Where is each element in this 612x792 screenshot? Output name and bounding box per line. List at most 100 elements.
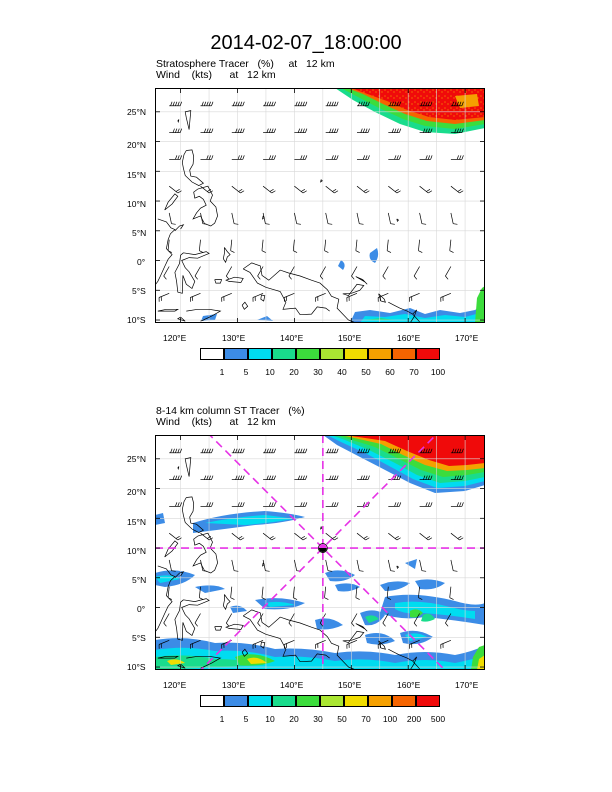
coastline-segment — [186, 655, 222, 669]
colorbar-label: 70 — [361, 714, 371, 724]
colorbar — [200, 348, 440, 360]
wind-barb — [449, 239, 454, 253]
colorbar-swatch — [344, 348, 368, 360]
colorbar-label: 40 — [337, 367, 347, 377]
colorbar-swatch — [296, 695, 320, 707]
wind-barb — [324, 239, 329, 253]
wind-barb — [167, 239, 173, 253]
page-title: 2014-02-07_18:00:00 — [210, 32, 402, 54]
wind-barb — [356, 212, 364, 225]
colorbar-swatch — [368, 695, 392, 707]
coastline-segment — [192, 185, 218, 227]
lat-label: 20°N — [127, 487, 146, 497]
colorbar-label: 30 — [313, 367, 323, 377]
lon-label: 160°E — [397, 333, 421, 343]
colorbar-label: 50 — [337, 714, 347, 724]
wind-barb — [231, 448, 245, 454]
wind-barb — [163, 613, 170, 627]
column-st-tracer-map — [155, 435, 485, 670]
wind-barb — [231, 212, 239, 225]
coastline-segment — [243, 615, 330, 663]
colorbar-label: 200 — [406, 714, 422, 724]
coastline-segment — [241, 648, 249, 657]
wind-barb — [450, 185, 464, 194]
wind-barb — [351, 613, 358, 627]
lat-label: 10°S — [127, 662, 146, 672]
coastline-segment — [155, 565, 176, 632]
wind-barb — [325, 101, 339, 107]
wind-barb — [263, 502, 276, 507]
wind-barb — [388, 502, 402, 507]
coastline-segment — [186, 308, 222, 322]
wind-barb — [355, 239, 360, 253]
wind-barb — [200, 128, 214, 133]
wind-barb — [450, 475, 464, 480]
wind-barb — [262, 532, 276, 541]
coastline-segment — [260, 294, 266, 302]
lon-label: 160°E — [397, 680, 421, 690]
colorbar-swatch — [416, 348, 440, 360]
wind-barb — [294, 101, 308, 107]
lat-label: 15°N — [127, 517, 146, 527]
coastline-segment — [174, 224, 185, 232]
wind-barb — [419, 448, 433, 454]
colorbar-label: 30 — [313, 714, 323, 724]
coastline-segment — [157, 308, 180, 312]
lat-label: 10°S — [127, 315, 146, 325]
wind-barb — [230, 239, 235, 253]
wind-barb — [351, 266, 358, 280]
tracer-band-15n — [155, 511, 305, 533]
wind-barb — [252, 292, 264, 302]
wind-barb — [158, 639, 170, 649]
coastline-segment — [174, 251, 210, 294]
wind-barb — [167, 586, 173, 600]
wind-barb — [252, 639, 264, 649]
wind-barb — [445, 266, 452, 280]
colorbar-swatch — [200, 348, 224, 360]
wind-barb — [418, 239, 423, 253]
colorbar-swatch — [392, 348, 416, 360]
coastline-segment — [242, 609, 356, 670]
lat-label: 25°N — [127, 454, 146, 464]
lon-label: 150°E — [338, 333, 362, 343]
colorbar-label: 10 — [265, 367, 275, 377]
wind-barb — [288, 266, 295, 280]
wind-barb — [450, 559, 458, 572]
coastlines — [155, 110, 420, 323]
wind-barb — [450, 532, 464, 541]
wind-barb — [200, 559, 208, 572]
colorbar-label: 20 — [289, 367, 299, 377]
wind-barb — [263, 128, 276, 133]
coastline-segment — [164, 540, 179, 558]
coastline-segment — [260, 641, 266, 649]
coastline-segment — [222, 247, 231, 264]
wind-barb — [387, 559, 395, 572]
wind-barb — [356, 532, 370, 541]
wind-barb — [168, 532, 182, 541]
wind-barb — [231, 532, 245, 541]
wind-barb — [377, 292, 389, 302]
wind-barb — [168, 212, 176, 225]
colorbar-swatch — [320, 348, 344, 360]
wind-barb — [450, 128, 464, 133]
wind-barb — [200, 532, 213, 541]
wind-barb — [263, 101, 276, 107]
wind-barb — [377, 639, 389, 649]
coastlines — [155, 457, 420, 670]
wind-barb — [357, 101, 370, 107]
coastline-segment — [174, 598, 210, 641]
wind-barb — [283, 292, 295, 302]
wind-barb — [450, 101, 464, 107]
wind-barb — [294, 502, 308, 507]
wind-barb — [262, 559, 270, 572]
wind-barb — [450, 155, 464, 160]
colorbar-label: 100 — [382, 714, 398, 724]
coastline-segment — [184, 457, 192, 477]
coastline-segment — [177, 466, 180, 471]
wind-barb — [388, 101, 402, 107]
lat-label: 5°S — [132, 633, 146, 643]
coastline-segment — [225, 276, 244, 283]
wind-barb — [225, 266, 233, 280]
colorbar-label: 5 — [243, 714, 249, 724]
wind-barb — [294, 128, 308, 133]
